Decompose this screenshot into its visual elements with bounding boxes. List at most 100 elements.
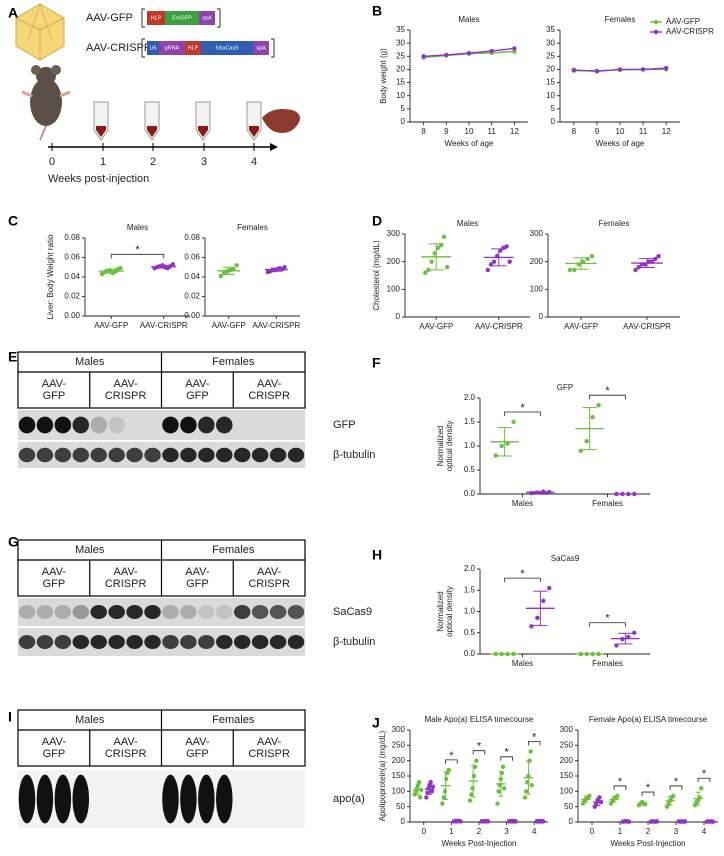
significance-label: *: [532, 731, 537, 743]
significance-label: *: [477, 741, 482, 753]
blot-band: [162, 416, 179, 434]
y-tick-label: 200: [387, 257, 401, 266]
y-axis-label: Liver: Body Weight ratio: [46, 234, 55, 319]
blot-band: [180, 447, 197, 463]
data-point: [646, 259, 651, 264]
capsid-icon: [15, 3, 65, 61]
significance-label: *: [646, 782, 651, 794]
significance-bracket: [504, 577, 541, 583]
y-tick-label: 0: [539, 312, 544, 321]
x-tick-label: Males: [512, 499, 533, 508]
itr: [217, 8, 221, 28]
data-point: [615, 793, 620, 799]
data-point: [426, 267, 431, 273]
y-tick-label: 0.06: [64, 253, 80, 262]
y-tick-label: 100: [560, 786, 574, 795]
significance-label: *: [674, 776, 679, 788]
data-point: [435, 245, 441, 251]
data-point: [643, 262, 648, 267]
data-point: [430, 784, 436, 789]
y-tick-label: 100: [387, 284, 401, 293]
blot-band: [180, 605, 197, 619]
panel-label: H: [372, 547, 382, 563]
data-point: [513, 819, 518, 824]
blot-band: [162, 605, 179, 619]
data-point: [424, 795, 429, 800]
data-point: [585, 256, 590, 262]
data-point: [421, 54, 426, 59]
legend-label: AAV-GFP: [666, 17, 700, 26]
data-point: [663, 65, 669, 71]
blot-band: [144, 605, 161, 619]
y-tick-label: 200: [560, 756, 574, 765]
data-point: [529, 783, 534, 788]
x-tick-label: 9: [595, 127, 600, 136]
data-point: [626, 491, 631, 497]
y-tick-label: 0.5: [464, 465, 476, 474]
condition-label: AAV-CRISPR: [248, 736, 290, 760]
significance-label: *: [702, 768, 707, 780]
significance-bracket: [669, 785, 683, 790]
blot-band: [233, 605, 251, 619]
vector-element: [147, 41, 159, 55]
y-tick-label: 200: [530, 257, 544, 266]
data-point: [699, 786, 704, 791]
blot-band: [108, 635, 125, 649]
data-point: [578, 651, 583, 657]
y-tick-label: 0: [396, 312, 401, 321]
blot-band: [216, 605, 233, 619]
blot-band: [180, 635, 197, 649]
blot-band: [287, 635, 305, 649]
element-label: gRNA: [165, 45, 180, 51]
data-point: [526, 773, 531, 779]
y-tick-label: 0: [551, 117, 556, 126]
x-tick-label: AAV-GFP: [94, 321, 128, 330]
x-tick-label: 2: [477, 827, 482, 836]
y-tick-label: 20: [546, 65, 555, 74]
blot-band: [108, 605, 125, 619]
significance-label: *: [520, 568, 525, 580]
element-label: U6: [149, 45, 156, 51]
data-point: [470, 786, 475, 791]
x-tick-label: 10: [465, 127, 474, 136]
data-point: [633, 267, 638, 273]
data-point: [489, 48, 494, 54]
data-point: [522, 795, 528, 800]
data-point: [466, 50, 472, 56]
data-point: [535, 490, 540, 495]
chart-title: Females: [605, 15, 636, 24]
data-point: [590, 415, 595, 420]
tubes: [93, 101, 262, 141]
data-point: [495, 801, 500, 806]
x-tick-label: Females: [592, 499, 623, 508]
mouse-paw: [59, 90, 71, 98]
x-tick-label: 8: [572, 127, 577, 136]
y-tick-label: 150: [560, 771, 574, 780]
data-point: [620, 636, 625, 642]
data-point: [425, 790, 430, 796]
blot-band: [90, 447, 107, 463]
y-axis-label: Apolipoprotein(a) (mg/dL): [378, 730, 387, 821]
data-point: [571, 67, 577, 73]
data-point: [474, 758, 479, 763]
panel-label: F: [372, 355, 381, 371]
blot-band: [36, 635, 54, 649]
data-point: [626, 819, 632, 824]
data-point: [170, 262, 176, 267]
significance-label: *: [449, 750, 454, 762]
data-point: [231, 267, 236, 272]
y-axis-label: Body weight (g): [379, 48, 388, 104]
blot-band: [54, 447, 72, 463]
blot-band: [126, 447, 143, 463]
data-point: [505, 651, 510, 657]
blot-band: [198, 774, 215, 824]
group-label: Females: [212, 714, 255, 726]
data-point: [501, 786, 507, 791]
mouse-ear: [31, 65, 41, 75]
y-tick-label: 100: [530, 284, 544, 293]
tube-blood: [198, 126, 208, 137]
data-point: [429, 789, 435, 794]
blot-band: [144, 447, 161, 463]
panel-label: J: [372, 715, 380, 731]
data-point: [617, 67, 623, 72]
